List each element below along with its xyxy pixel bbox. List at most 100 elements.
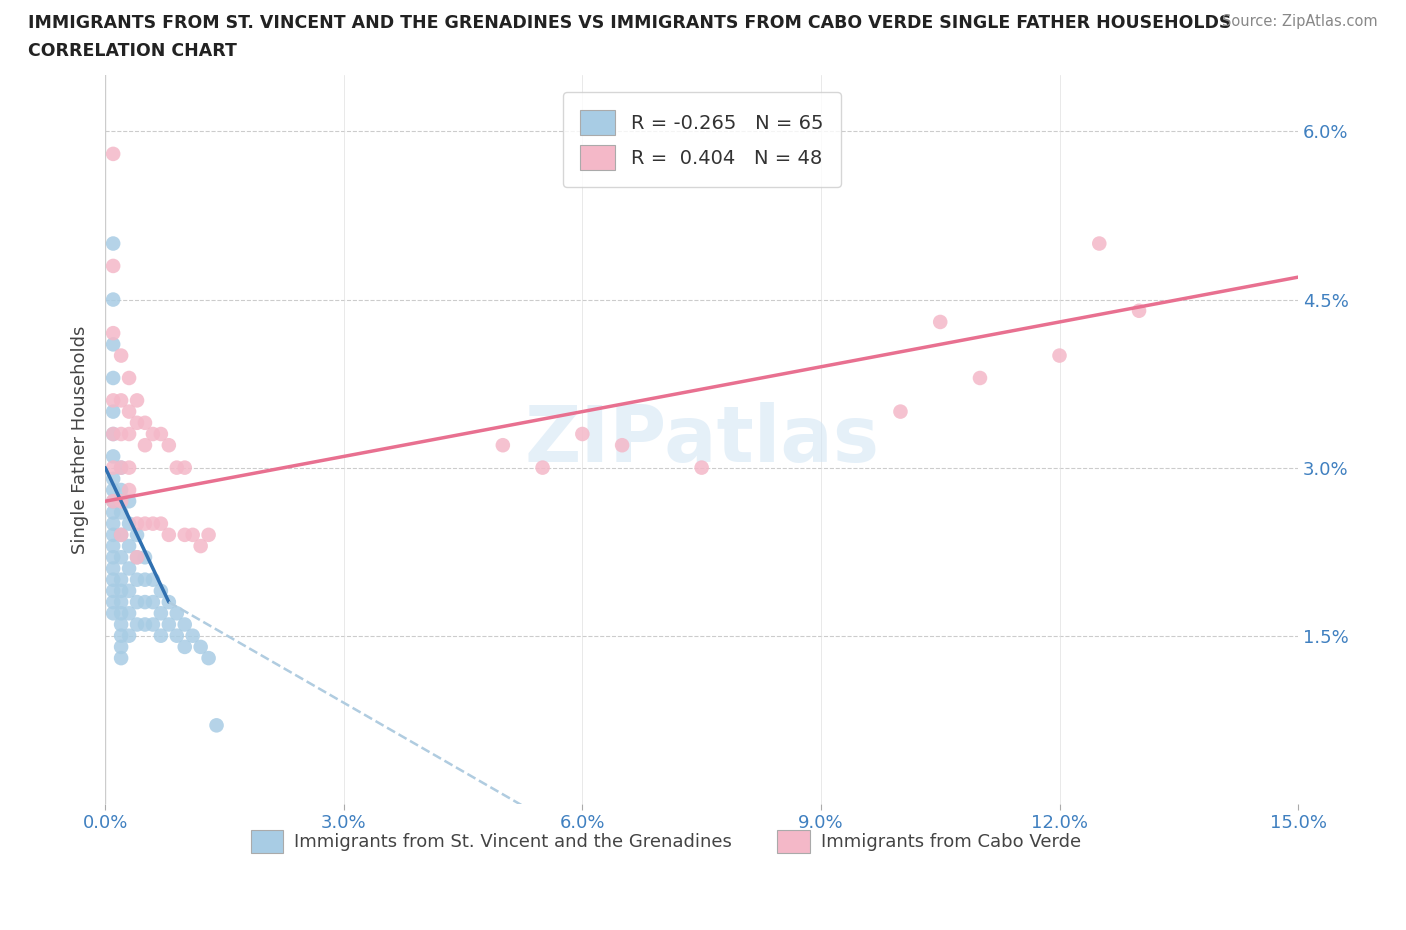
Point — [101, 594, 124, 609]
Point — [110, 460, 132, 475]
Point — [134, 438, 156, 453]
Point — [125, 416, 148, 431]
Point — [101, 236, 124, 251]
Point — [571, 427, 593, 442]
Point — [889, 405, 911, 419]
Point — [149, 629, 172, 644]
Point — [125, 618, 148, 632]
Point — [149, 516, 172, 531]
Point — [118, 538, 141, 553]
Point — [110, 618, 132, 632]
Point — [110, 629, 132, 644]
Point — [101, 516, 124, 531]
Point — [110, 550, 132, 565]
Point — [173, 618, 195, 632]
Point — [101, 494, 124, 509]
Point — [101, 494, 124, 509]
Point — [531, 460, 554, 475]
Point — [101, 405, 124, 419]
Point — [110, 640, 132, 655]
Point — [118, 370, 141, 385]
Point — [166, 629, 188, 644]
Point — [101, 538, 124, 553]
Point — [118, 605, 141, 620]
Point — [197, 527, 219, 542]
Point — [101, 259, 124, 273]
Point — [969, 370, 991, 385]
Point — [157, 594, 180, 609]
Text: Source: ZipAtlas.com: Source: ZipAtlas.com — [1222, 14, 1378, 29]
Point — [149, 583, 172, 598]
Point — [492, 438, 515, 453]
Point — [118, 427, 141, 442]
Point — [125, 550, 148, 565]
Text: IMMIGRANTS FROM ST. VINCENT AND THE GRENADINES VS IMMIGRANTS FROM CABO VERDE SIN: IMMIGRANTS FROM ST. VINCENT AND THE GREN… — [28, 14, 1232, 32]
Point — [125, 550, 148, 565]
Point — [134, 572, 156, 587]
Point — [110, 605, 132, 620]
Point — [929, 314, 952, 329]
Point — [157, 618, 180, 632]
Point — [101, 460, 124, 475]
Point — [125, 516, 148, 531]
Point — [101, 370, 124, 385]
Point — [1128, 303, 1150, 318]
Point — [101, 561, 124, 576]
Point — [142, 516, 165, 531]
Point — [110, 483, 132, 498]
Point — [125, 572, 148, 587]
Point — [110, 583, 132, 598]
Point — [101, 583, 124, 598]
Point — [134, 550, 156, 565]
Point — [101, 449, 124, 464]
Point — [1088, 236, 1111, 251]
Point — [101, 505, 124, 520]
Point — [101, 292, 124, 307]
Point — [118, 405, 141, 419]
Point — [110, 505, 132, 520]
Point — [1049, 348, 1071, 363]
Y-axis label: Single Father Households: Single Father Households — [72, 326, 89, 553]
Point — [101, 572, 124, 587]
Point — [101, 483, 124, 498]
Point — [134, 618, 156, 632]
Point — [125, 527, 148, 542]
Point — [118, 583, 141, 598]
Point — [110, 572, 132, 587]
Point — [181, 527, 204, 542]
Point — [101, 427, 124, 442]
Point — [125, 594, 148, 609]
Point — [118, 483, 141, 498]
Point — [142, 618, 165, 632]
Point — [610, 438, 633, 453]
Point — [173, 527, 195, 542]
Point — [110, 348, 132, 363]
Point — [118, 460, 141, 475]
Point — [101, 605, 124, 620]
Point — [101, 326, 124, 340]
Point — [142, 427, 165, 442]
Point — [110, 393, 132, 408]
Point — [118, 561, 141, 576]
Point — [110, 427, 132, 442]
Point — [197, 651, 219, 666]
Point — [134, 416, 156, 431]
Point — [101, 472, 124, 486]
Point — [149, 605, 172, 620]
Point — [190, 640, 212, 655]
Point — [166, 605, 188, 620]
Point — [190, 538, 212, 553]
Point — [101, 146, 124, 161]
Point — [173, 460, 195, 475]
Point — [101, 427, 124, 442]
Point — [110, 527, 132, 542]
Point — [134, 594, 156, 609]
Point — [142, 594, 165, 609]
Point — [142, 572, 165, 587]
Point — [157, 527, 180, 542]
Point — [118, 516, 141, 531]
Legend: Immigrants from St. Vincent and the Grenadines, Immigrants from Cabo Verde: Immigrants from St. Vincent and the Gren… — [243, 823, 1088, 860]
Point — [205, 718, 228, 733]
Point — [181, 629, 204, 644]
Point — [101, 527, 124, 542]
